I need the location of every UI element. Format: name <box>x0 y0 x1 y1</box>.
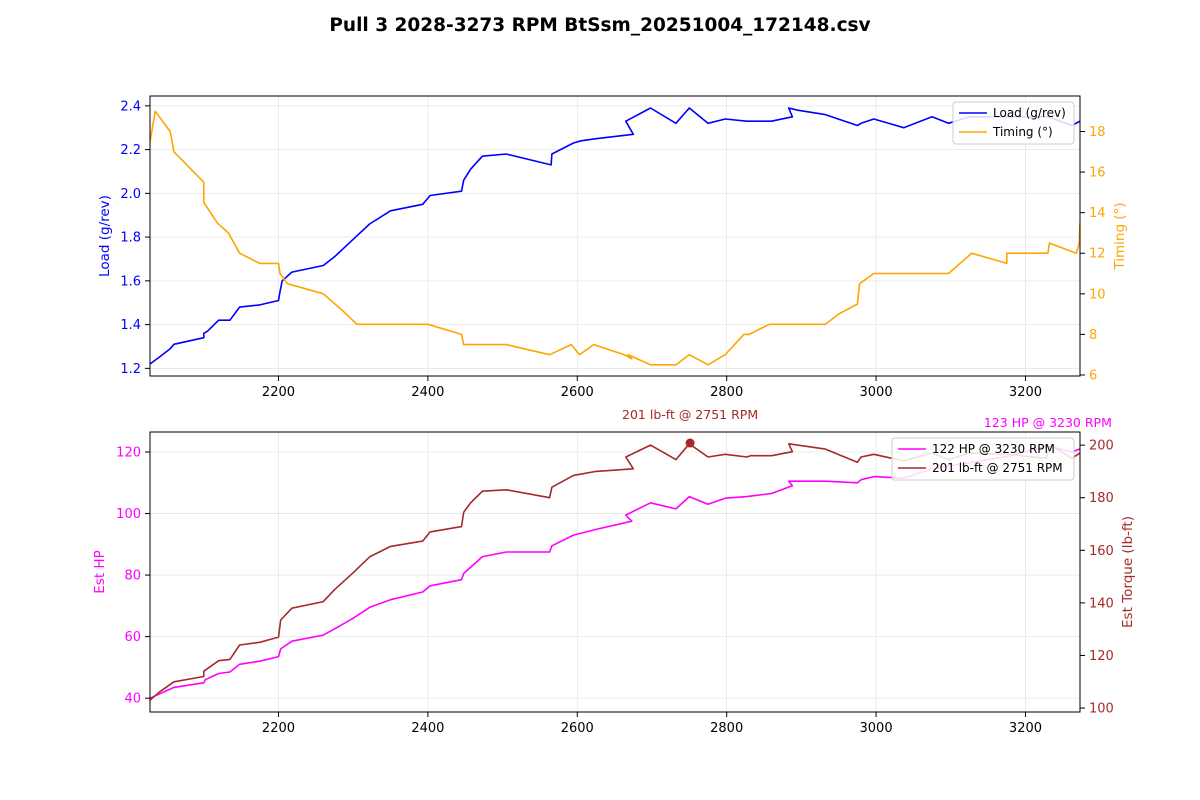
left-tick-label: 1.2 <box>120 362 141 377</box>
load-timing-chart: 2200 2400 2600 2800 3000 3200 1.2 1.4 1.6 1.8 2.0… <box>97 95 1128 400</box>
peak-torque-label: 201 lb-ft @ 2751 RPM <box>622 407 758 422</box>
load-axis-label: Load (g/rev) <box>97 195 113 277</box>
x-tick-label: 2400 <box>411 721 444 736</box>
bottom-legend: 122 HP @ 3230 RPM 201 lb-ft @ 2751 RPM <box>891 437 1075 481</box>
left-tick-label: 1.4 <box>120 318 141 333</box>
right-tick-label: 160 <box>1089 544 1114 559</box>
top-right-axis: 6 8 10 12 14 16 18 <box>1080 125 1106 383</box>
legend-entry-load: Load (g/rev) <box>993 106 1066 120</box>
left-tick-label: 100 <box>116 507 141 522</box>
series-line-left <box>150 107 1080 365</box>
peak-torque-marker <box>685 438 695 448</box>
bottom-grid <box>150 432 1080 712</box>
x-tick-label: 3000 <box>860 721 893 736</box>
right-tick-label: 140 <box>1089 596 1114 611</box>
left-tick-label: 1.6 <box>120 274 141 289</box>
left-tick-label: 120 <box>116 446 141 461</box>
right-tick-label: 180 <box>1089 491 1114 506</box>
bottom-left-axis: 40 60 80 100 120 <box>116 446 150 707</box>
right-tick-label: 10 <box>1089 287 1106 302</box>
left-tick-label: 2.0 <box>120 187 141 202</box>
right-tick-label: 120 <box>1089 649 1114 664</box>
timing-axis-label: Timing (°) <box>1112 202 1128 270</box>
x-tick-label: 3200 <box>1009 721 1042 736</box>
right-tick-label: 200 <box>1089 439 1114 454</box>
series-line-left <box>150 444 1080 699</box>
hp-axis-label: Est HP <box>92 550 108 593</box>
x-tick-label: 3000 <box>860 385 893 400</box>
left-tick-label: 60 <box>124 630 141 645</box>
legend-entry-torque: 201 lb-ft @ 2751 RPM <box>932 461 1063 475</box>
legend-entry-hp: 122 HP @ 3230 RPM <box>932 442 1055 456</box>
x-tick-label: 2800 <box>710 385 743 400</box>
bottom-x-axis: 2200 2400 2600 2800 3000 3200 <box>262 712 1042 736</box>
right-tick-label: 18 <box>1089 125 1106 140</box>
right-tick-label: 14 <box>1089 206 1106 221</box>
x-tick-label: 2600 <box>561 385 594 400</box>
bottom-right-axis: 100 120 140 160 180 200 <box>1080 439 1114 717</box>
right-tick-label: 8 <box>1089 328 1097 343</box>
bottom-legend-box <box>891 437 1075 481</box>
left-tick-label: 1.8 <box>120 231 141 246</box>
top-legend: Load (g/rev) Timing (°) <box>952 101 1075 145</box>
left-tick-label: 40 <box>124 692 141 707</box>
top-plot-frame <box>149 95 1081 377</box>
left-tick-label: 80 <box>124 569 141 584</box>
hp-torque-chart: 2200 2400 2600 2800 3000 3200 40 60 80 100 120 10… <box>92 407 1136 736</box>
figure-title: Pull 3 2028-3273 RPM BtSsm_20251004_1721… <box>329 15 870 36</box>
top-series-lines <box>150 107 1080 366</box>
peak-hp-label: 123 HP @ 3230 RPM <box>984 415 1112 430</box>
torque-axis-label: Est Torque (lb-ft) <box>1120 516 1136 628</box>
left-tick-label: 2.4 <box>120 99 141 114</box>
x-tick-label: 3200 <box>1009 385 1042 400</box>
x-tick-label: 2400 <box>411 385 444 400</box>
bottom-plot-frame <box>149 431 1081 713</box>
series-line-right <box>150 442 1080 701</box>
series-line-right <box>150 110 1080 366</box>
right-tick-label: 12 <box>1089 247 1106 262</box>
bottom-series-lines <box>150 442 1080 701</box>
top-x-axis: 2200 2400 2600 2800 3000 3200 <box>262 376 1042 400</box>
x-tick-label: 2200 <box>262 385 295 400</box>
peak-markers: 201 lb-ft @ 2751 RPM 123 HP @ 3230 RPM <box>622 407 1112 448</box>
left-tick-label: 2.2 <box>120 143 141 158</box>
right-tick-label: 100 <box>1089 702 1114 717</box>
x-tick-label: 2200 <box>262 721 295 736</box>
right-tick-label: 16 <box>1089 166 1106 181</box>
x-tick-label: 2800 <box>710 721 743 736</box>
legend-entry-timing: Timing (°) <box>992 125 1053 139</box>
top-grid <box>150 96 1080 376</box>
top-left-axis: 1.2 1.4 1.6 1.8 2.0 2.2 2.4 <box>120 99 150 377</box>
right-tick-label: 6 <box>1089 368 1097 383</box>
x-tick-label: 2600 <box>561 721 594 736</box>
